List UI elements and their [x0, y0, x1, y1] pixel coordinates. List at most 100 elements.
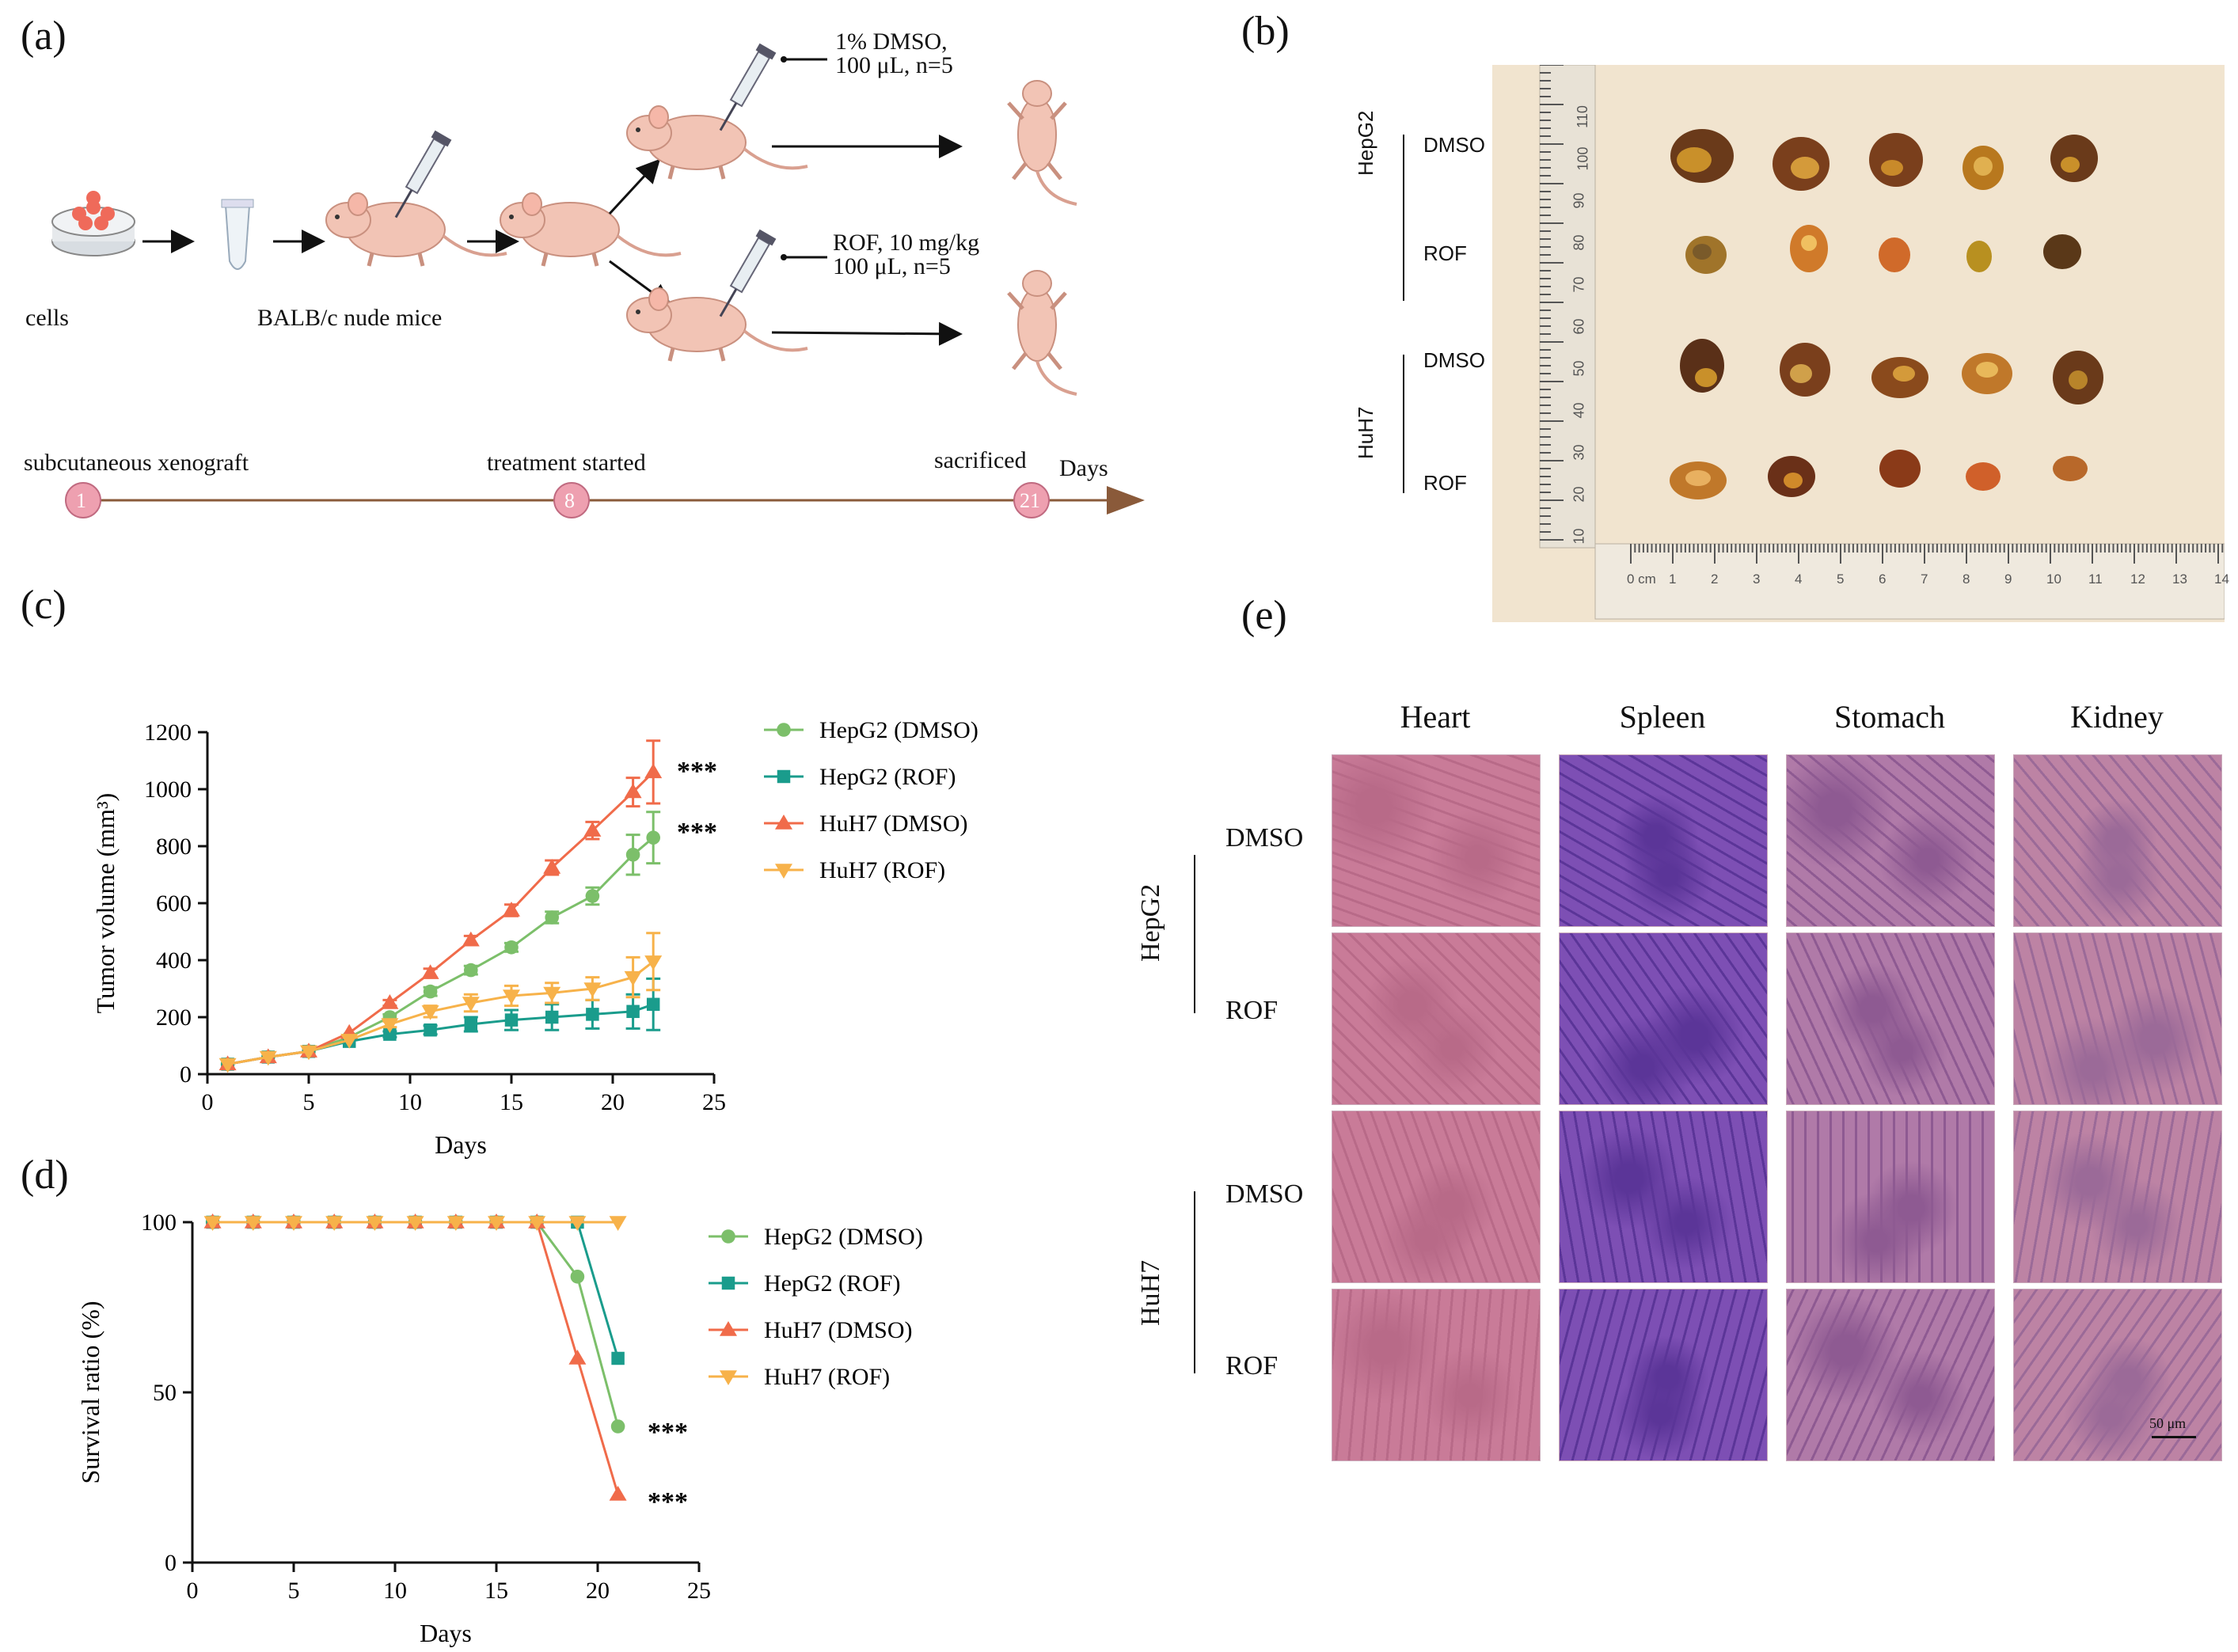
histology-column-header: Spleen [1619, 699, 1706, 735]
data-point [777, 769, 791, 784]
timeline-event-label: sacrificed [934, 447, 1027, 473]
significance-annotation: *** [677, 757, 717, 786]
series-1 [206, 1215, 625, 1365]
data-point [381, 994, 399, 1009]
data-point [528, 1216, 546, 1231]
data-point [720, 1370, 737, 1385]
data-point [570, 1270, 585, 1284]
timeline-day-21 [1013, 482, 1050, 518]
ruler-label: 12 [2130, 572, 2145, 587]
data-point [464, 1017, 478, 1031]
histology-image [2013, 754, 2222, 927]
tumor-photo-drawing [1539, 65, 2225, 620]
y-tick-label: 1000 [144, 777, 192, 803]
ruler-label: 10 [2046, 572, 2061, 587]
row-label-dmso: DMSO [1225, 823, 1304, 853]
x-tick-label: 0 [202, 1089, 214, 1115]
data-point [545, 1010, 559, 1024]
ruler-label: 20 [1571, 486, 1587, 503]
ruler-label: 60 [1571, 318, 1587, 335]
histology-image [1559, 1111, 1768, 1283]
dmso-line-2: 100 μL, n=5 [835, 52, 953, 78]
group-bracket [1194, 1191, 1195, 1373]
significance-annotation: *** [648, 1487, 688, 1517]
x-tick-label: 0 [187, 1578, 199, 1604]
timeline-day-number: 8 [564, 489, 575, 512]
data-point [423, 984, 438, 999]
y-tick-label: 50 [153, 1380, 177, 1406]
ruler-label: 5 [1837, 572, 1845, 587]
data-point [325, 1216, 344, 1231]
y-tick-label: 400 [156, 948, 192, 974]
y-tick-label: 200 [156, 1004, 192, 1031]
panel-label-e: (e) [1241, 593, 1287, 638]
data-point [340, 1034, 359, 1049]
data-point [421, 964, 439, 979]
data-point [583, 982, 602, 997]
histology-image [1559, 1289, 1768, 1461]
timeline-event-label: treatment started [487, 450, 646, 476]
row-label-dmso: DMSO [1423, 133, 1485, 157]
y-axis-label: Tumor volume (mm³) [91, 793, 120, 1014]
data-point [626, 1004, 640, 1019]
data-point [543, 986, 561, 1002]
x-tick-label: 25 [702, 1089, 726, 1115]
timeline-day-number: 1 [76, 489, 86, 512]
panel-label-b: (b) [1241, 9, 1290, 54]
data-point [503, 902, 520, 917]
histology-image [1786, 754, 1995, 927]
row-label-rof: ROF [1423, 471, 1467, 495]
x-tick-label: 15 [500, 1089, 523, 1115]
data-point [366, 1216, 384, 1231]
data-point [624, 783, 642, 799]
x-tick-label: 25 [687, 1578, 711, 1604]
y-tick-label: 800 [156, 834, 192, 860]
series-0 [205, 1215, 625, 1434]
row-label-rof: ROF [1225, 996, 1279, 1025]
significance-annotation: *** [677, 818, 717, 847]
row-label-rof: ROF [1225, 1351, 1279, 1380]
data-point [383, 1027, 397, 1041]
cells-label: cells [25, 305, 69, 331]
histology-image [1332, 1289, 1541, 1461]
data-point [611, 1351, 625, 1365]
group-label-huh7: HuH7 [1136, 1259, 1165, 1326]
ruler-label: 6 [1879, 572, 1887, 587]
timeline-day-number: 21 [1020, 489, 1040, 512]
dmso-treatment-label: 1% DMSO, 100 μL, n=5 [835, 30, 953, 78]
series-line [212, 1221, 620, 1495]
timeline-event-label: subcutaneous xenograft [24, 450, 249, 476]
y-tick-label: 0 [165, 1550, 177, 1576]
data-point [424, 1023, 437, 1037]
tube-icon [221, 199, 254, 270]
ruler-label: 14 [2214, 572, 2229, 587]
group-label-huh7: HuH7 [1354, 406, 1377, 459]
data-point [464, 963, 478, 978]
scale-bar-label: 50 μm [2149, 1415, 2187, 1431]
data-point [503, 989, 520, 1004]
x-axis-label: Days [420, 1619, 472, 1647]
mice-label: BALB/c nude mice [257, 305, 443, 331]
histology-image [1559, 754, 1768, 927]
data-point [586, 1008, 599, 1021]
y-tick-label: 100 [141, 1210, 177, 1236]
significance-annotation: *** [648, 1418, 688, 1447]
panel-label-c: (c) [21, 583, 66, 628]
series-3 [218, 932, 663, 1073]
y-tick-label: 600 [156, 891, 192, 917]
row-label-dmso: DMSO [1423, 348, 1485, 372]
group-bracket [1403, 355, 1404, 493]
data-point [644, 763, 663, 779]
x-tick-label: 10 [383, 1578, 407, 1604]
ruler-label: 10 [1571, 528, 1587, 545]
ruler-label: 1 [1669, 572, 1677, 587]
series-3 [203, 1216, 627, 1231]
data-point [285, 1216, 302, 1231]
data-point [775, 815, 792, 830]
y-axis-label: Survival ratio (%) [76, 1301, 104, 1483]
timeline-day-1 [65, 482, 101, 518]
x-tick-label: 20 [601, 1089, 625, 1115]
panel-label-a: (a) [21, 13, 66, 59]
panel-label-d: (d) [21, 1153, 69, 1198]
legend-entry: HepG2 (DMSO) [764, 1224, 923, 1250]
